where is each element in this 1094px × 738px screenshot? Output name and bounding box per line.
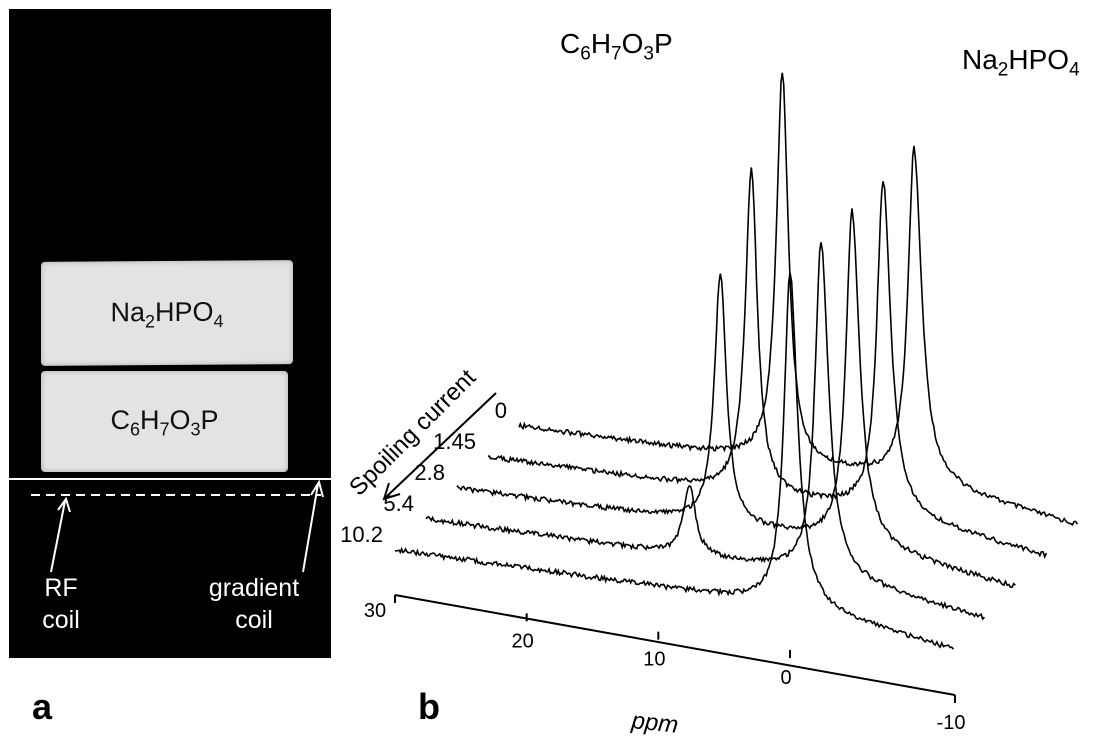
gradient-coil-label: gradient coil xyxy=(189,572,319,636)
rf-coil-label-line2: coil xyxy=(42,606,80,634)
panel-letter-a: a xyxy=(32,686,53,727)
separator-line xyxy=(9,478,331,480)
rf-coil-arrowhead xyxy=(57,496,71,513)
phantom-c6h7o3p: C6H7O3P xyxy=(41,371,288,472)
rf-coil-label: RF coil xyxy=(21,572,101,636)
ppm-axis-tick-label: 20 xyxy=(512,630,534,652)
rf-coil-label-line1: RF xyxy=(44,574,78,602)
rf-coil-arrow xyxy=(50,500,66,573)
spoiling-current-arrowhead xyxy=(382,482,401,501)
spectrum-trace xyxy=(456,208,1016,589)
phantom-bottom-label: C6H7O3P xyxy=(110,405,219,440)
ppm-axis-tick-label: 30 xyxy=(364,600,386,622)
panel-letter-b: b xyxy=(418,686,440,727)
spectrum-trace xyxy=(425,242,985,621)
coil-annotations xyxy=(31,479,324,573)
spectra-traces: 01.452.85.410.2 xyxy=(340,72,1079,650)
ppm-axis-tick-label: 0 xyxy=(780,667,791,689)
compound-label-na2hpo4: Na2HPO4 xyxy=(962,44,1080,81)
gradient-coil-arrow xyxy=(302,483,319,573)
ppm-axis: 30 20 10 0 -10 xyxy=(364,594,966,734)
spectrum-trace xyxy=(518,72,1079,527)
gradient-coil-label-line1: gradient xyxy=(208,574,300,602)
spectrum-trace xyxy=(487,167,1048,560)
spoiling-current-tick: 10.2 xyxy=(340,522,383,547)
mri-image: Na2HPO4 C6H7O3P RF coil gradient coil xyxy=(9,9,331,658)
spoiling-current-arrow xyxy=(385,392,497,498)
gradient-coil-label-line2: coil xyxy=(235,606,273,634)
ppm-axis-tick-label: -10 xyxy=(937,712,966,734)
ppm-axis-tick-label: 10 xyxy=(643,649,665,671)
compound-label-c6h7o3p: C6H7O3P xyxy=(560,28,673,65)
ppm-axis-line xyxy=(394,594,956,696)
ppm-axis-label: ppm xyxy=(629,707,679,738)
spoiling-current-tick: 2.8 xyxy=(414,460,445,485)
spoiling-current-tick: 0 xyxy=(495,398,507,423)
spectrum-trace xyxy=(394,272,955,650)
gradient-coil-arrowhead xyxy=(310,479,324,498)
